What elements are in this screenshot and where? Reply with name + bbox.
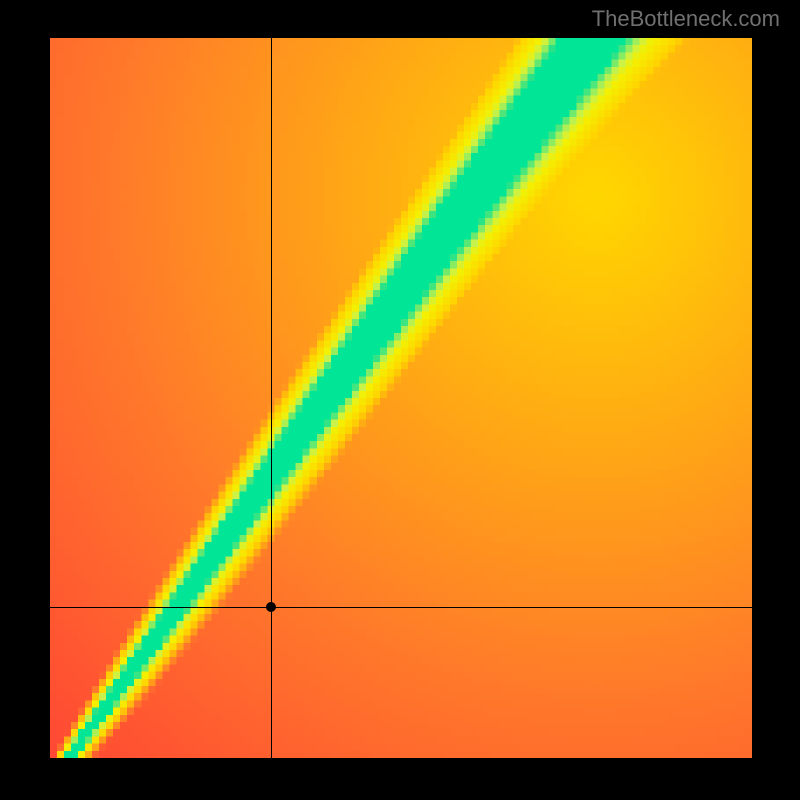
crosshair-horizontal-line (50, 607, 752, 608)
heatmap-plot (50, 38, 752, 758)
watermark-text: TheBottleneck.com (592, 6, 780, 32)
crosshair-vertical-line (271, 38, 272, 758)
crosshair-marker-dot (266, 602, 276, 612)
heatmap-canvas (50, 38, 752, 758)
